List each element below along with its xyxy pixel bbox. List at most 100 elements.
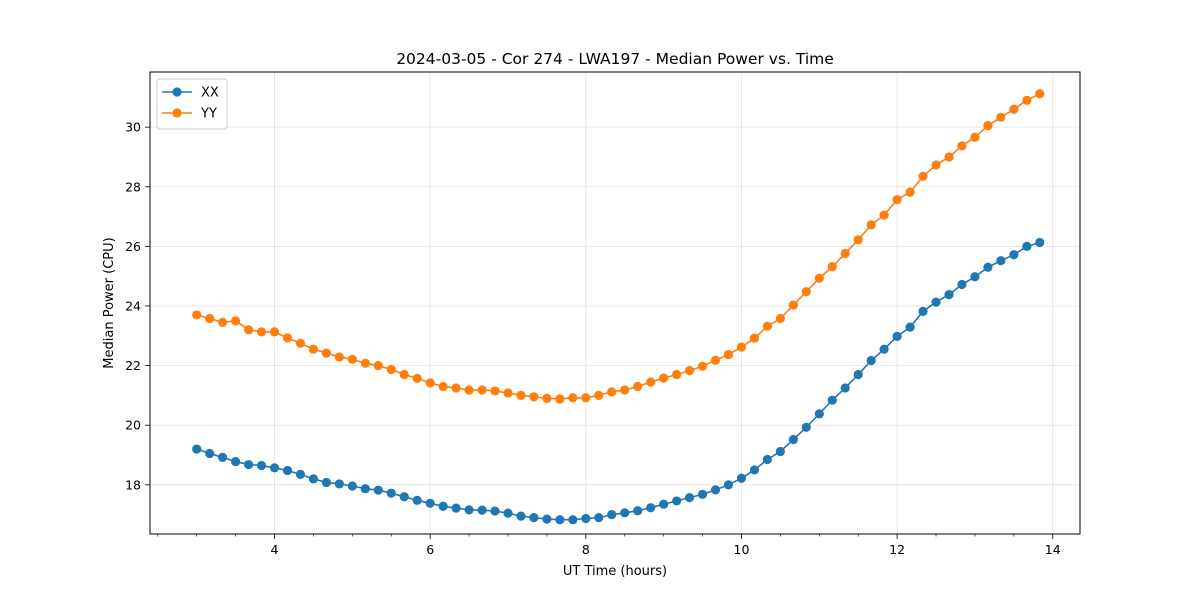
data-point-xx [451, 503, 461, 513]
x-tick-label: 4 [271, 542, 279, 557]
data-point-xx [425, 498, 435, 508]
data-point-yy [996, 112, 1006, 122]
data-point-yy [684, 366, 695, 376]
data-point-yy [736, 342, 747, 352]
data-point-xx [542, 514, 552, 524]
data-point-xx [244, 459, 254, 470]
data-point-yy [659, 373, 669, 383]
axes-frame [149, 71, 1081, 535]
data-point-xx [205, 448, 215, 459]
data-point-xx [1009, 250, 1019, 260]
data-point-yy [594, 390, 604, 400]
data-point-yy [905, 187, 915, 197]
data-point-xx [360, 484, 370, 494]
data-point-xx [892, 331, 902, 341]
data-point-yy [749, 333, 760, 343]
data-point-xx [607, 510, 617, 520]
data-point-yy [620, 385, 630, 395]
data-point-yy [892, 194, 902, 205]
data-point-xx [1035, 237, 1045, 248]
data-point-yy [516, 390, 526, 400]
data-point-xx [788, 434, 798, 445]
data-point-yy [334, 352, 344, 362]
legend-label-yy: YY [200, 107, 217, 122]
data-point-xx [490, 506, 500, 516]
data-point-yy [477, 385, 487, 395]
series-yy [192, 89, 1045, 404]
data-point-xx [256, 460, 267, 471]
data-point-xx [516, 511, 526, 521]
data-point-xx [321, 477, 332, 488]
data-point-xx [840, 383, 850, 393]
data-point-xx [723, 480, 734, 490]
y-tick-label: 24 [125, 298, 141, 313]
data-point-yy [723, 349, 734, 360]
x-tick-label: 14 [1045, 542, 1061, 557]
data-point-yy [295, 338, 306, 348]
data-point-xx [853, 369, 863, 380]
data-point-yy [827, 262, 837, 272]
data-point-xx [218, 452, 228, 462]
data-point-xx [918, 306, 928, 316]
data-point-yy [581, 393, 591, 403]
data-point-yy [697, 361, 708, 371]
data-point-xx [334, 479, 344, 489]
x-tick-label: 10 [734, 542, 750, 557]
data-point-yy [1022, 95, 1032, 105]
data-point-yy [568, 393, 578, 403]
data-point-yy [386, 364, 396, 375]
legend-label-xx: XX [201, 86, 219, 101]
data-point-yy [1035, 89, 1045, 99]
data-point-xx [659, 499, 669, 509]
data-point-xx [503, 508, 513, 518]
data-point-yy [244, 325, 254, 335]
data-point-yy [438, 381, 448, 392]
data-point-yy [970, 132, 980, 142]
data-point-yy [231, 316, 241, 326]
data-point-yy [866, 220, 876, 230]
data-point-yy [646, 377, 656, 387]
data-point-yy [269, 327, 280, 337]
y-tick-label: 28 [125, 179, 141, 194]
data-point-yy [399, 369, 409, 380]
data-point-yy [529, 392, 539, 402]
data-point-xx [957, 279, 967, 290]
data-point-yy [555, 394, 565, 404]
data-point-xx [282, 465, 293, 476]
data-point-yy [425, 378, 435, 388]
legend-marker-yy [172, 108, 182, 118]
data-point-yy [256, 327, 267, 337]
data-point-yy [801, 287, 811, 297]
data-point-yy [762, 321, 772, 331]
data-point-xx [996, 256, 1006, 266]
data-point-xx [684, 493, 695, 503]
data-point-yy [218, 317, 228, 327]
y-tick-label: 30 [125, 120, 141, 135]
chart-title: 2024-03-05 - Cor 274 - LWA197 - Median P… [396, 50, 834, 68]
data-point-yy [282, 333, 293, 343]
data-point-xx [710, 485, 721, 495]
data-point-xx [269, 463, 280, 473]
legend-marker-xx [172, 87, 182, 97]
data-point-yy [490, 386, 500, 396]
data-point-yy [879, 210, 889, 220]
legend: XX YY [156, 78, 228, 130]
data-point-yy [814, 273, 824, 283]
data-point-xx [983, 262, 993, 272]
data-point-xx [697, 489, 708, 499]
data-point-yy [412, 373, 422, 384]
data-point-yy [607, 387, 617, 397]
data-point-xx [231, 456, 241, 467]
grid [150, 72, 1080, 534]
data-point-yy [788, 300, 798, 310]
x-tick-label: 6 [426, 542, 434, 557]
y-tick-label: 18 [125, 477, 141, 492]
data-point-xx [399, 492, 409, 502]
data-point-yy [710, 355, 721, 365]
data-point-yy [205, 313, 215, 324]
data-point-xx [814, 409, 824, 419]
data-point-xx [412, 495, 422, 505]
data-point-xx [944, 290, 954, 300]
data-point-yy [957, 141, 967, 151]
data-point-yy [931, 160, 941, 170]
